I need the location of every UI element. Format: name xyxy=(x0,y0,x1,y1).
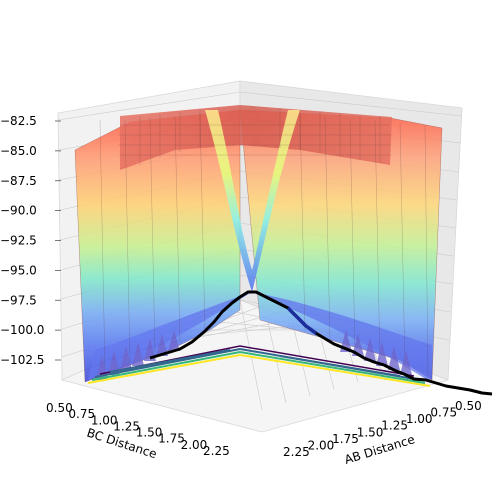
y-tick-label: 2.25 xyxy=(203,444,230,458)
surface-saddle-valley xyxy=(205,110,300,292)
z-tick-label: −82.5 xyxy=(0,114,37,128)
contour-line-1 xyxy=(87,353,431,387)
z-tick-label: −100.0 xyxy=(0,323,44,337)
x-tick-label: 1.75 xyxy=(332,432,359,446)
y-tick-label: 1.50 xyxy=(136,426,163,440)
valley-spikes xyxy=(96,330,412,380)
y-tick-label: 2.00 xyxy=(181,438,208,452)
floor-contours xyxy=(87,345,431,387)
x-tick-label: 2.00 xyxy=(308,438,335,452)
y-tick-labels: 0.500.751.001.251.501.752.002.25 xyxy=(46,401,230,458)
z-tick-label: −85.0 xyxy=(0,144,37,158)
y-tick-label: 0.50 xyxy=(46,401,73,415)
surface-mesh xyxy=(99,108,429,377)
x-tick-label: 0.75 xyxy=(430,406,457,420)
x-tick-label: 1.25 xyxy=(381,419,408,433)
x-tick-label: 1.50 xyxy=(357,425,384,439)
trajectory-blue-segment xyxy=(286,306,318,335)
x-tick-label: 2.25 xyxy=(283,445,310,459)
reaction-trajectory xyxy=(149,290,493,396)
contour-line-2 xyxy=(91,350,426,384)
contour-line-6 xyxy=(279,355,401,377)
z-tick-label: −102.5 xyxy=(0,353,44,367)
z-tick-labels: −82.5 −85.0 −87.5 −90.0 −92.5 −95.0 −97.5 −100.… xyxy=(0,114,61,367)
y-tick-label: 1.75 xyxy=(158,432,185,446)
y-tick-label: 1.00 xyxy=(91,413,118,427)
surface-right-valley xyxy=(252,292,432,382)
z-tick-label: −90.0 xyxy=(0,204,37,218)
y-tick-label: 1.25 xyxy=(113,419,140,433)
z-tick-label: −97.5 xyxy=(0,293,37,307)
z-tick-label: −95.0 xyxy=(0,263,37,277)
energy-surface xyxy=(74,105,443,383)
x-tick-labels: 0.500.751.001.251.501.752.002.25 xyxy=(283,399,482,459)
z-axis: −82.5 −85.0 −87.5 −90.0 −92.5 −95.0 −97.5 −100.… xyxy=(0,114,61,367)
contour-line-5 xyxy=(109,349,231,373)
y-tick-label: 0.75 xyxy=(68,407,95,421)
z-tick-label: −92.5 xyxy=(0,234,37,248)
x-tick-label: 0.50 xyxy=(455,399,482,413)
surface-plateau xyxy=(120,105,392,170)
z-tick-label: −87.5 xyxy=(0,174,37,188)
x-tick-label: 1.00 xyxy=(406,412,433,426)
